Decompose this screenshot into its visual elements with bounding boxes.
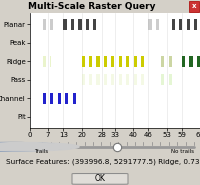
Bar [169,56,172,67]
Bar [82,56,85,67]
Bar [89,74,92,85]
Bar [148,18,152,30]
Bar [82,74,85,85]
Bar [169,74,172,85]
Bar [134,74,137,85]
Bar [156,18,159,30]
Text: x: x [192,4,196,9]
Bar [89,56,92,67]
Bar [172,18,175,30]
Text: Multi-Scale Raster Query: Multi-Scale Raster Query [28,2,156,11]
Bar [71,18,74,30]
Text: Surface Features: (393996.8, 5291777.5) Ridge, 0.73: Surface Features: (393996.8, 5291777.5) … [6,159,200,165]
Bar [197,56,200,67]
Bar [194,18,197,30]
Bar [111,56,114,67]
Bar [161,56,164,67]
Text: No trails: No trails [171,149,194,154]
Bar [43,18,46,30]
Bar [96,74,100,85]
Bar [43,93,46,104]
Bar [50,56,51,67]
Bar [78,18,82,30]
Bar [73,93,76,104]
Bar [141,56,144,67]
Bar [111,74,114,85]
FancyBboxPatch shape [189,1,199,12]
Bar [119,74,122,85]
Bar [126,56,129,67]
Circle shape [0,143,67,151]
Bar [182,56,185,67]
Bar [104,56,107,67]
Bar [93,18,96,30]
Bar [134,56,137,67]
Circle shape [0,143,79,151]
Text: Trails: Trails [34,149,48,154]
Bar [96,56,100,67]
Bar [43,56,46,67]
Bar [63,18,67,30]
Bar [86,18,89,30]
Bar [179,18,182,30]
Bar [126,74,129,85]
Bar [65,93,68,104]
Bar [119,56,122,67]
Bar [50,18,53,30]
Bar [50,93,53,104]
Bar [104,74,107,85]
Bar [187,18,190,30]
FancyBboxPatch shape [72,174,128,184]
Bar [141,74,144,85]
Text: OK: OK [95,174,105,183]
Bar [161,74,164,85]
Bar [58,93,61,104]
Bar [189,56,193,67]
